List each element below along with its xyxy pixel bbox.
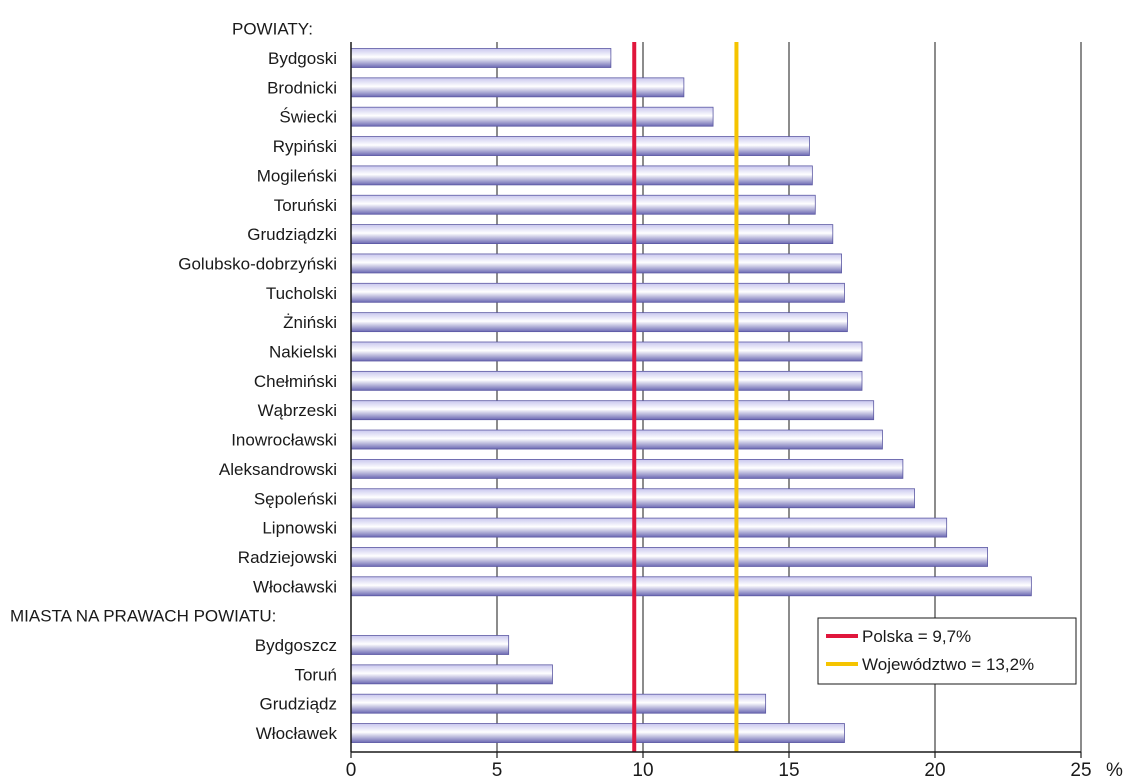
category-label-chelminski: Chełmiński xyxy=(254,372,337,391)
category-label-brodnicki: Brodnicki xyxy=(267,78,337,97)
reference-lines xyxy=(632,42,739,752)
bar-inowroclawski xyxy=(350,429,883,450)
bar-grudziadzki xyxy=(350,224,834,245)
category-label-mogilenski: Mogileński xyxy=(257,166,337,185)
category-label-inowroclawski: Inowrocławski xyxy=(231,431,337,450)
bar-torunski xyxy=(350,194,816,215)
bar-mogilenski xyxy=(350,165,813,186)
category-label-bydgoszcz: Bydgoszcz xyxy=(255,636,337,655)
category-label-torun: Toruń xyxy=(294,665,337,684)
bar-nakielski xyxy=(350,341,863,362)
category-label-golubsko-dobrzynski: Golubsko-dobrzyński xyxy=(178,254,337,273)
category-label-wabrzeski: Wąbrzeski xyxy=(258,401,337,420)
group-label-0: POWIATY: xyxy=(232,20,313,39)
bar-rypinski xyxy=(350,136,810,156)
category-label-grudziadz: Grudziądz xyxy=(260,695,337,714)
bar-wloclawski xyxy=(350,576,1032,597)
category-label-tucholski: Tucholski xyxy=(266,284,337,303)
bar-torun xyxy=(350,664,553,685)
x-tick-label-25: 25 xyxy=(1070,760,1091,780)
category-label-sepolenski: Sępoleński xyxy=(254,489,337,508)
bar-bydgoszcz xyxy=(350,635,510,655)
legend-box xyxy=(817,617,1077,685)
group-label-1: MIASTA NA PRAWACH POWIATU: xyxy=(10,607,276,626)
x-axis: 0 5 10 15 20 25% xyxy=(346,42,1123,780)
category-label-zninski: Żniński xyxy=(283,313,337,332)
bar-swiecki xyxy=(350,106,714,127)
bar-wloclawek xyxy=(350,723,845,743)
category-label-lipnowski: Lipnowski xyxy=(262,519,337,538)
bar-golubsko-dobrzynski xyxy=(350,253,842,274)
x-tick-label-15: 15 xyxy=(778,760,799,780)
category-labels: POWIATY: Bydgoski Brodnicki Świecki Rypiński… xyxy=(10,20,337,743)
x-tick-label-10: 10 xyxy=(632,760,653,780)
category-label-radziejowski: Radziejowski xyxy=(238,548,337,567)
legend-label-wojewodztwo: Województwo = 13,2% xyxy=(862,655,1034,674)
category-label-swiecki: Świecki xyxy=(279,108,337,127)
bar-aleksandrowski xyxy=(350,458,904,479)
bar-lipnowski xyxy=(350,517,948,538)
legend: Polska = 9,7% Województwo = 13,2% xyxy=(817,617,1077,685)
category-label-aleksandrowski: Aleksandrowski xyxy=(219,460,337,479)
x-tick-label-0: 0 xyxy=(346,760,357,780)
category-label-bydgoski: Bydgoski xyxy=(268,49,337,68)
bar-tucholski xyxy=(350,282,845,303)
bar-wabrzeski xyxy=(350,400,875,421)
legend-label-polska: Polska = 9,7% xyxy=(862,627,971,646)
bar-grudziadz xyxy=(350,693,767,714)
bar-radziejowski xyxy=(350,547,988,567)
category-label-rypinski: Rypiński xyxy=(273,137,337,156)
category-label-wloclawski: Włocławski xyxy=(253,577,337,596)
bar-chelminski xyxy=(350,370,863,391)
bar-bydgoski xyxy=(350,48,612,68)
x-tick-label-5: 5 xyxy=(492,760,503,780)
x-unit-label: % xyxy=(1106,760,1123,780)
category-label-torunski: Toruński xyxy=(274,196,337,215)
category-label-grudziadzki: Grudziądzki xyxy=(247,225,337,244)
bars xyxy=(350,48,1032,743)
category-label-nakielski: Nakielski xyxy=(269,343,337,362)
category-label-wloclawek: Włocławek xyxy=(256,724,338,743)
bar-zninski xyxy=(350,312,848,333)
x-tick-label-20: 20 xyxy=(924,760,945,780)
